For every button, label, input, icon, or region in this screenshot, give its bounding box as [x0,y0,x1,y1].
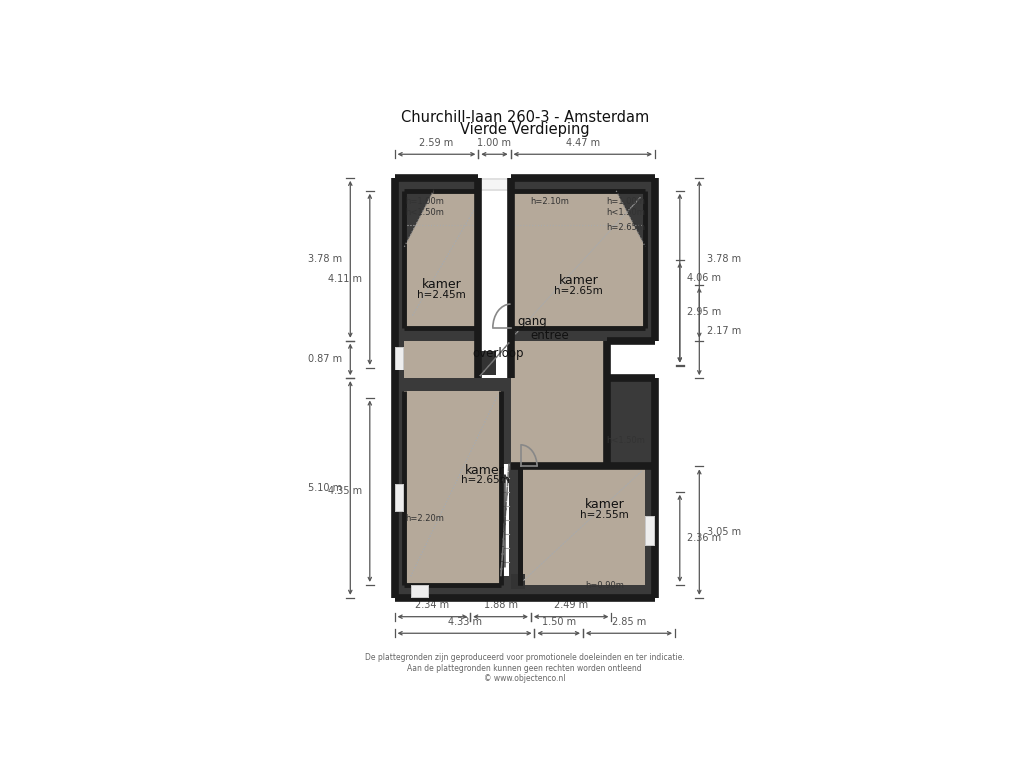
Polygon shape [479,352,496,375]
Polygon shape [501,465,509,576]
Text: 2.59 m: 2.59 m [420,137,454,147]
Text: h=2.55m: h=2.55m [581,510,629,520]
Polygon shape [394,484,404,511]
Text: h=2.45m: h=2.45m [417,290,466,300]
Text: De plattegronden zijn geproduceerd voor promotionele doeleinden en ter indicatie: De plattegronden zijn geproduceerd voor … [365,654,685,683]
Text: h=2.65m: h=2.65m [461,475,510,485]
Text: h<1.50m: h<1.50m [404,208,443,217]
Text: 3.78 m: 3.78 m [707,254,741,264]
Text: 1.00 m: 1.00 m [477,137,511,147]
Text: h<1.50m: h<1.50m [606,436,645,445]
Polygon shape [394,178,655,598]
Text: h<1.50m: h<1.50m [606,208,645,217]
Text: 4.33 m: 4.33 m [447,617,481,627]
Text: 2.49 m: 2.49 m [554,600,588,611]
Text: 1.50 m: 1.50 m [542,617,575,627]
Polygon shape [520,466,645,585]
Text: 3.78 m: 3.78 m [308,254,343,264]
Text: kamer: kamer [465,464,505,477]
Text: 0.87 m: 0.87 m [308,354,343,365]
Polygon shape [646,517,654,545]
Polygon shape [404,341,478,378]
Text: 5.10 m: 5.10 m [308,483,343,493]
Polygon shape [480,178,509,190]
Text: 4.06 m: 4.06 m [687,273,722,283]
Polygon shape [511,378,606,466]
Polygon shape [404,190,478,328]
Polygon shape [411,585,429,598]
Text: overloop: overloop [472,347,524,360]
Text: Vierde Verdieping: Vierde Verdieping [460,122,590,137]
Text: h=1.00m: h=1.00m [404,197,443,207]
Polygon shape [482,180,507,189]
Text: gang: gang [517,315,547,328]
Text: 2.34 m: 2.34 m [416,600,450,611]
Text: 1.88 m: 1.88 m [483,600,517,611]
Text: kamer: kamer [585,498,625,511]
Text: h=2.65m: h=2.65m [606,223,645,232]
Text: Churchill-laan 260-3 - Amsterdam: Churchill-laan 260-3 - Amsterdam [400,110,649,125]
Polygon shape [511,190,645,328]
Text: kamer: kamer [559,274,599,287]
Text: 2.95 m: 2.95 m [687,307,722,317]
Text: 4.35 m: 4.35 m [328,486,362,496]
Polygon shape [478,341,511,378]
Text: h=2.10m: h=2.10m [530,197,569,207]
Text: 3.05 m: 3.05 m [707,527,741,537]
Text: 2.85 m: 2.85 m [611,617,646,627]
Text: h=2.65m: h=2.65m [554,286,603,296]
Polygon shape [478,178,511,341]
Polygon shape [395,485,403,511]
Polygon shape [412,586,428,597]
Polygon shape [394,346,404,370]
Polygon shape [404,391,501,585]
Text: entree: entree [530,329,568,342]
Text: h=0.90m: h=0.90m [585,581,624,590]
Text: 4.11 m: 4.11 m [328,274,362,284]
Text: h=1.00m: h=1.00m [606,197,645,207]
Polygon shape [511,574,525,589]
Text: kamer: kamer [422,279,462,291]
Text: 4.47 m: 4.47 m [565,137,600,147]
Text: h=2.20m: h=2.20m [404,514,443,523]
Text: 2.17 m: 2.17 m [707,326,741,336]
Text: 2.36 m: 2.36 m [687,533,722,543]
Polygon shape [395,348,403,369]
Polygon shape [511,341,606,378]
Polygon shape [645,516,655,546]
